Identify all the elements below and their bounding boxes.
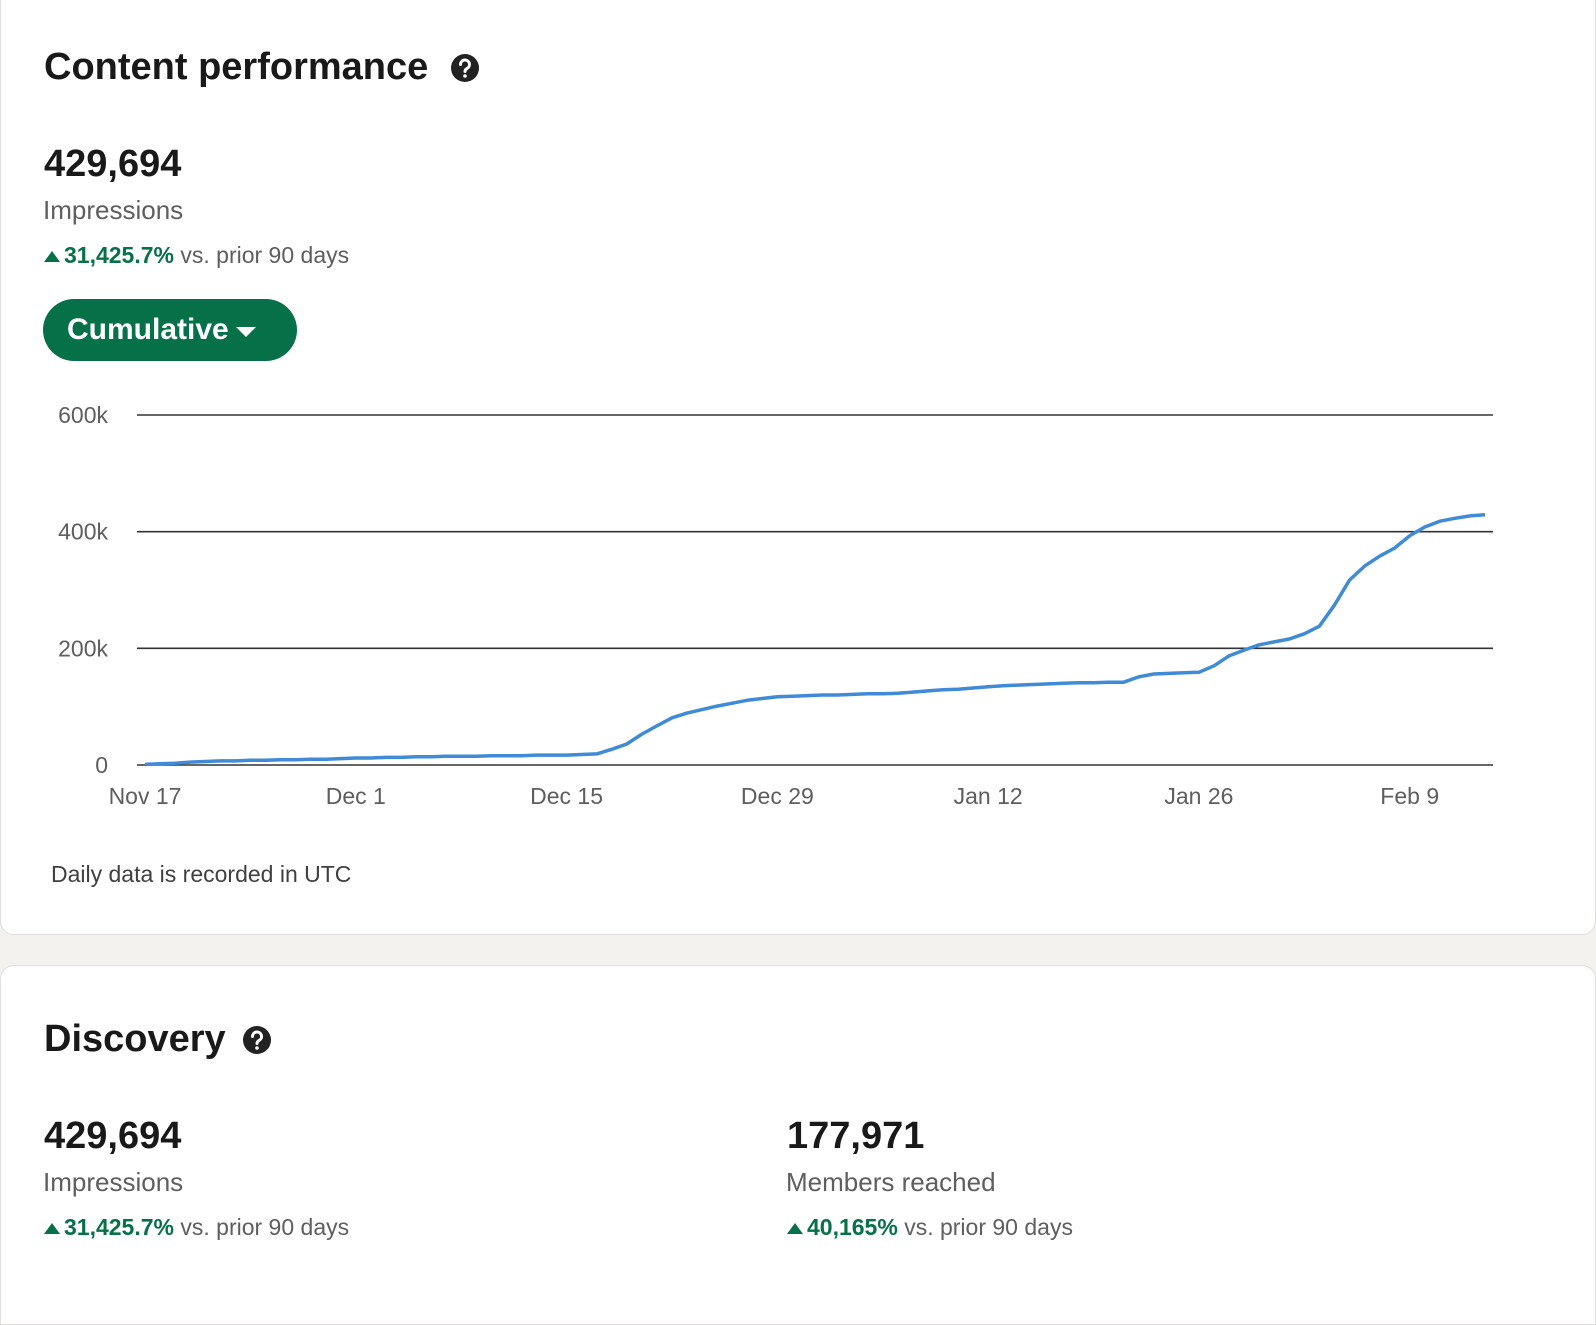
y-tick-label: 400k <box>58 519 108 545</box>
metric-change: 31,425.7% vs. prior 90 days <box>43 1214 349 1241</box>
x-tick-label: Dec 15 <box>530 783 603 809</box>
metric-label: Impressions <box>43 195 184 225</box>
comparison: vs. prior 90 days <box>904 1214 1073 1240</box>
discovery-card <box>0 965 1596 1325</box>
metric-change: 31,425.7% vs. prior 90 days <box>43 242 349 269</box>
x-tick-label: Jan 26 <box>1164 783 1233 809</box>
comparison: vs. prior 90 days <box>180 242 350 268</box>
content-card <box>0 0 1596 935</box>
caret <box>235 327 256 337</box>
y-tick-label: 0 <box>95 752 108 778</box>
change-value: 31,425.7% <box>64 242 174 268</box>
line <box>144 513 1486 767</box>
metric-value: 429,694 <box>44 143 182 185</box>
metric-label: Members reached <box>786 1167 996 1197</box>
x-tick-label: Jan 12 <box>954 783 1023 809</box>
change-value: 31,425.7% <box>64 1214 174 1240</box>
cumulative-button[interactable]: Cumulative <box>43 299 297 361</box>
change-value: 40,165% <box>807 1214 898 1240</box>
chart: 0 200k 400k 600k Nov 17 Dec 1 Dec 15 Dec 29 Jan … <box>58 402 1493 809</box>
metric-value: 177,971 <box>787 1115 925 1157</box>
help-icon[interactable] <box>450 53 480 83</box>
note: Daily data is recorded in UTC <box>51 861 352 887</box>
button-label[interactable]: Cumulative <box>67 313 229 346</box>
x-tick-label: Dec 29 <box>741 783 814 809</box>
metric-change: 40,165% vs. prior 90 days <box>786 1214 1073 1241</box>
section-title: Content performance <box>44 46 429 88</box>
y-tick-label: 200k <box>58 635 108 661</box>
comparison: vs. prior 90 days <box>180 1214 350 1240</box>
x-tick-label: Nov 17 <box>109 783 182 809</box>
metric-value: 429,694 <box>44 1115 182 1157</box>
help-icon[interactable] <box>242 1025 272 1055</box>
x-tick-label: Feb 9 <box>1380 783 1439 809</box>
section-title: Discovery <box>44 1018 226 1060</box>
x-tick-label: Dec 1 <box>326 783 386 809</box>
metric-label: Impressions <box>43 1167 184 1197</box>
y-tick-label: 600k <box>58 402 108 428</box>
